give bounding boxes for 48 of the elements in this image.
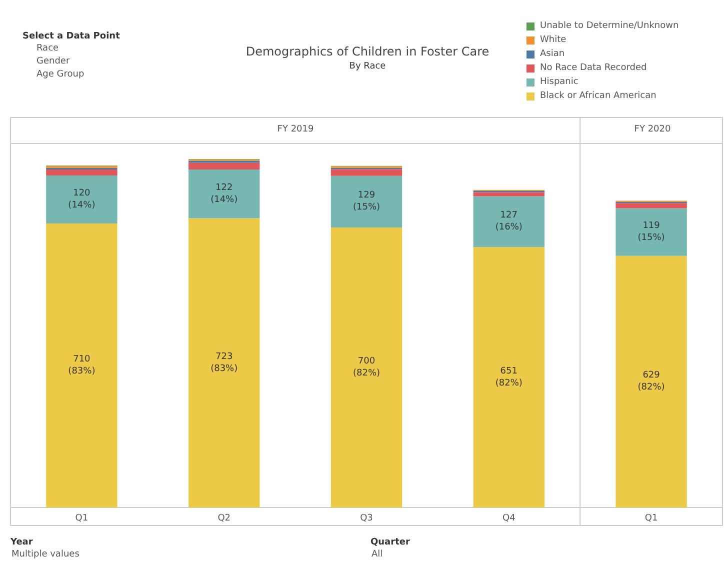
- bar: [46, 170, 118, 176]
- text: Gender: [36, 56, 70, 66]
- bar: [473, 196, 544, 248]
- data-label: 127 (16%): [495, 210, 522, 233]
- bar: [330, 176, 402, 228]
- legend-label: Black or African American: [540, 90, 656, 102]
- text: Select a Data Point: [22, 32, 121, 42]
- bar: [188, 170, 260, 218]
- data-label: 119 (15%): [638, 221, 665, 244]
- text: All: [372, 550, 383, 560]
- bar: [188, 162, 260, 170]
- data-label: 651 (82%): [495, 366, 522, 388]
- data-label: 700 (82%): [352, 356, 380, 378]
- bar: [473, 247, 544, 508]
- data-label: 629 (82%): [638, 370, 665, 393]
- chart-subtitle: By Race: [349, 62, 386, 72]
- x-tick-label: Q1: [75, 514, 88, 524]
- text: Age Group: [36, 70, 84, 80]
- text: FY 2020: [634, 124, 671, 134]
- legend-label: White: [540, 34, 566, 46]
- bar: [616, 256, 687, 508]
- legend-label: Hispanic: [540, 76, 578, 88]
- x-tick-label: Q2: [218, 514, 231, 524]
- bar: [473, 192, 544, 196]
- text: Quarter: [370, 538, 410, 548]
- legend-label: Asian: [540, 48, 565, 60]
- text: Race: [36, 44, 60, 54]
- bar: [330, 228, 402, 508]
- data-label: 122 (14%): [210, 182, 238, 205]
- bar: [330, 169, 402, 176]
- bar: [188, 218, 260, 508]
- chart-title: Demographics of Children in Foster Care: [246, 44, 490, 58]
- data-label: 710 (83%): [68, 354, 96, 376]
- data-label: 120 (14%): [68, 188, 96, 210]
- text: Multiple values: [12, 550, 80, 560]
- bar: [616, 203, 687, 208]
- bar: [46, 176, 118, 224]
- x-tick-label: Q4: [502, 514, 516, 524]
- bar: [46, 224, 118, 508]
- data-label: 723 (83%): [210, 352, 238, 374]
- legend-label: Unable to Determine/Unknown: [540, 20, 679, 32]
- bar: [616, 208, 687, 256]
- text: FY 2019: [277, 124, 314, 134]
- x-tick-label: Q3: [360, 514, 373, 524]
- x-tick-label: Q1: [644, 514, 658, 524]
- legend-label: No Race Data Recorded: [540, 62, 647, 74]
- data-label: 129 (15%): [352, 190, 380, 213]
- text: Year: [10, 538, 34, 548]
